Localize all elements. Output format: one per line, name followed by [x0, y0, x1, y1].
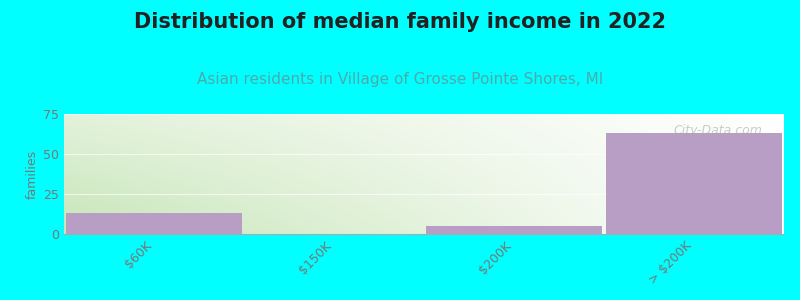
Y-axis label: families: families	[26, 149, 39, 199]
Text: City-Data.com: City-Data.com	[674, 124, 762, 136]
Text: Distribution of median family income in 2022: Distribution of median family income in …	[134, 12, 666, 32]
Bar	[66, 213, 242, 234]
Bar	[426, 226, 602, 234]
Bar	[606, 133, 782, 234]
Text: Asian residents in Village of Grosse Pointe Shores, MI: Asian residents in Village of Grosse Poi…	[197, 72, 603, 87]
